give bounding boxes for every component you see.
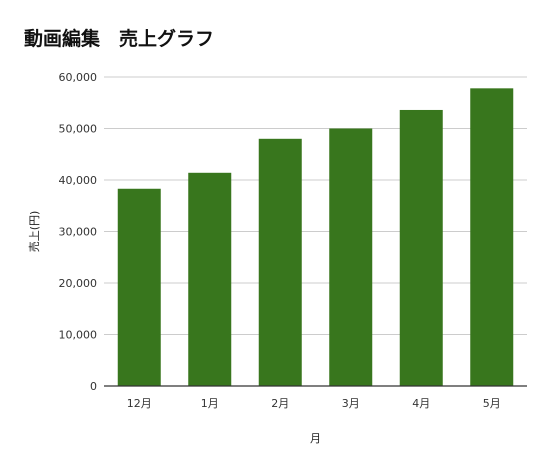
x-tick-label: 1月	[201, 397, 219, 410]
y-tick-label: 40,000	[59, 174, 98, 187]
x-axis-title: 月	[310, 432, 321, 445]
y-tick-label: 50,000	[59, 123, 98, 136]
y-tick-label: 20,000	[59, 277, 98, 290]
tick-labels: 0 10,000 20,000 30,000 40,000 50,000 60,000 12月…	[59, 71, 501, 410]
x-tick-label: 3月	[342, 397, 360, 410]
bar	[399, 109, 443, 387]
bar	[470, 88, 514, 386]
bars	[117, 88, 514, 387]
y-axis-title: 売上(円)	[28, 211, 41, 253]
gridlines	[104, 76, 527, 335]
bar	[117, 188, 161, 386]
bar	[188, 172, 232, 386]
y-tick-label: 30,000	[59, 226, 98, 239]
bar	[329, 128, 373, 386]
y-tick-label: 10,000	[59, 329, 98, 342]
chart-title: 動画編集 売上グラフ	[24, 28, 215, 50]
x-tick-label: 2月	[271, 397, 289, 410]
y-tick-label: 60,000	[59, 71, 98, 84]
y-tick-label: 0	[90, 380, 97, 393]
x-tick-label: 4月	[412, 397, 430, 410]
x-tick-label: 5月	[483, 397, 501, 410]
bar	[258, 138, 302, 386]
x-tick-label: 12月	[127, 397, 152, 410]
